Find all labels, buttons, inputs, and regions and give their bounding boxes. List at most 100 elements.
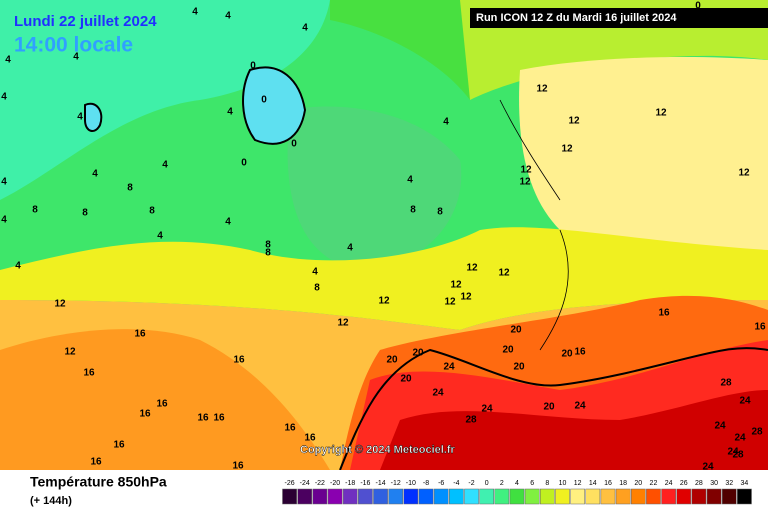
contour-label: 12 [444, 297, 456, 308]
contour-label: 12 [466, 263, 478, 274]
legend-label: 22 [650, 480, 658, 487]
contour-label: 4 [5, 55, 11, 66]
legend-label: 34 [741, 480, 749, 487]
contour-label: 24 [443, 362, 455, 373]
legend-label: 14 [589, 480, 597, 487]
contour-label: 8 [410, 205, 416, 216]
run-info: Run ICON 12 Z du Mardi 16 juillet 2024 [476, 12, 677, 24]
contour-label: 28 [720, 378, 732, 389]
legend-swatch [388, 488, 404, 505]
legend-swatch [373, 488, 388, 505]
contour-label: 4 [73, 52, 79, 63]
contour-label: 20 [386, 355, 398, 366]
contour-label: 12 [568, 116, 580, 127]
legend-label: 8 [545, 480, 549, 487]
legend-swatch [449, 488, 464, 505]
contour-label: 12 [738, 168, 750, 179]
contour-label: 24 [714, 421, 726, 432]
contour-label: 4 [162, 160, 168, 171]
contour-label: 4 [15, 261, 21, 272]
contour-label: 12 [520, 165, 532, 176]
legend-label: 28 [695, 480, 703, 487]
legend-swatch [570, 488, 585, 505]
contour-label: 12 [378, 296, 390, 307]
legend-swatch [539, 488, 555, 505]
legend-swatch [312, 488, 328, 505]
contour-label: 8 [82, 208, 88, 219]
contour-label: 4 [157, 231, 163, 242]
contour-label: 28 [751, 427, 763, 438]
contour-label: 16 [754, 322, 766, 333]
contour-label: 16 [233, 355, 245, 366]
legend-swatch [282, 488, 297, 505]
legend-swatch [297, 488, 313, 505]
legend-swatch [524, 488, 540, 505]
legend-label: -8 [423, 480, 429, 487]
greenland-cold-spot [84, 102, 103, 132]
contour-label: 4 [1, 177, 7, 188]
contour-label: 12 [498, 268, 510, 279]
contour-label: 20 [513, 362, 525, 373]
legend-label: -10 [406, 480, 416, 487]
contour-label: 16 [83, 368, 95, 379]
contour-label: 16 [284, 423, 296, 434]
contour-label: 4 [443, 117, 449, 128]
contour-label: 24 [739, 396, 751, 407]
contour-label: 16 [134, 329, 146, 340]
orange-region [0, 329, 330, 470]
run-box [470, 8, 768, 28]
legend-swatch [555, 488, 570, 505]
legend-label: -12 [391, 480, 401, 487]
contour-24 [339, 347, 768, 471]
legend-label: 24 [665, 480, 673, 487]
footer-lead: (+ 144h) [30, 495, 72, 507]
ocean-region [287, 106, 462, 270]
legend-swatch [327, 488, 343, 505]
legend-label: -14 [375, 480, 385, 487]
contour-label: 16 [156, 399, 168, 410]
contour-label: 16 [574, 347, 586, 358]
legend-swatch [721, 488, 737, 505]
legend-swatch [630, 488, 646, 505]
contour-label: 16 [658, 308, 670, 319]
iceland-cold-spot [242, 66, 307, 145]
contour-label: 16 [139, 409, 151, 420]
legend-label: 6 [530, 480, 534, 487]
contour-label: 24 [727, 447, 739, 458]
legend-label: -24 [300, 480, 310, 487]
contour-label: 4 [312, 267, 318, 278]
contour-label: 20 [561, 349, 573, 360]
contour-label: 24 [432, 388, 444, 399]
time: 14:00 locale [14, 34, 133, 57]
contour-label: 24 [702, 462, 714, 473]
contour-label: 20 [400, 374, 412, 385]
contour-label: 12 [655, 108, 667, 119]
contour-label: 0 [241, 158, 247, 169]
contour-label: 4 [227, 107, 233, 118]
legend-swatch [737, 488, 752, 505]
contour-label: 8 [149, 206, 155, 217]
contour-label: 8 [127, 183, 133, 194]
contour-label: 4 [302, 23, 308, 34]
legend-swatch [418, 488, 434, 505]
legend-label: 26 [680, 480, 688, 487]
legend-label: -4 [453, 480, 459, 487]
contour-label: 28 [732, 450, 744, 461]
legend-swatch [494, 488, 510, 505]
legend-swatch [464, 488, 479, 505]
coastline [499, 99, 569, 351]
contour-label: 20 [412, 348, 424, 359]
date: Lundi 22 juillet 2024 [14, 13, 157, 30]
legend-label: 32 [725, 480, 733, 487]
legend-label: 18 [619, 480, 627, 487]
contour-label: 4 [77, 112, 83, 123]
legend-label: 4 [515, 480, 519, 487]
contour-label: 8 [437, 207, 443, 218]
contour-label: 12 [337, 318, 349, 329]
footer-title: Température 850hPa [30, 474, 167, 490]
legend-label: -20 [330, 480, 340, 487]
legend-label: -26 [285, 480, 295, 487]
contour-label: 4 [192, 7, 198, 18]
legend-label: 20 [634, 480, 642, 487]
